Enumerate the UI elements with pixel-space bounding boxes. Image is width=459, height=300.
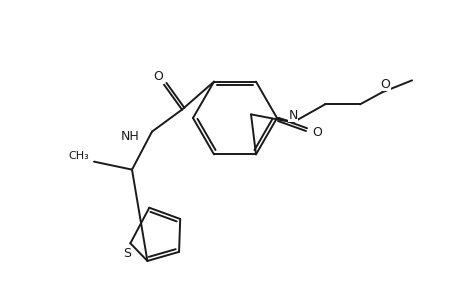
Text: CH₃: CH₃ <box>68 151 89 160</box>
Text: NH: NH <box>121 130 140 143</box>
Text: O: O <box>379 78 389 91</box>
Text: N: N <box>288 109 297 122</box>
Text: O: O <box>311 126 321 139</box>
Text: O: O <box>153 70 162 83</box>
Text: S: S <box>123 247 131 260</box>
